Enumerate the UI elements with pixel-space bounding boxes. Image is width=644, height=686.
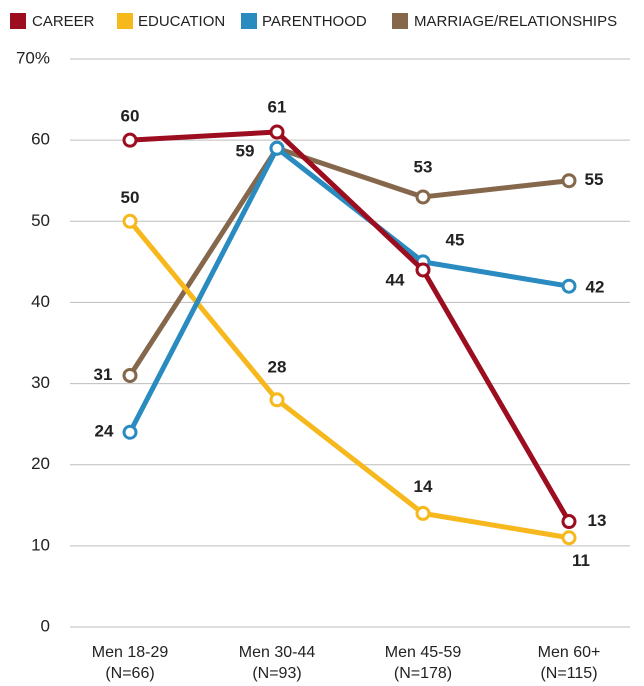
legend-item: MARRIAGE/RELATIONSHIPS [392,13,617,30]
series-line [128,219,570,541]
data-label: 55 [585,170,604,189]
y-tick-label: 0 [41,616,50,635]
data-label: 14 [414,477,433,496]
data-point [122,213,138,229]
data-label: 11 [572,551,590,570]
legend-item: PARENTHOOD [241,13,367,30]
data-point [122,132,138,148]
series [122,213,577,546]
data-label: 13 [588,511,607,530]
y-tick-label: 70% [16,48,50,67]
data-label: 60 [121,107,140,126]
legend-swatch [10,13,26,29]
y-tick-label: 60 [31,130,50,149]
data-point [561,514,577,530]
legend-swatch [241,13,257,29]
data-label: 45 [446,230,465,249]
data-point [269,140,285,156]
data-point [561,278,577,294]
legend-swatch [117,13,133,29]
legend-label: MARRIAGE/RELATIONSHIPS [414,13,617,30]
x-tick-label: Men 30-44 (N=93) [238,644,316,682]
x-tick-label: Men 45-59 (N=178) [384,644,462,682]
data-point [561,530,577,546]
y-tick-label: 40 [31,292,50,311]
series [122,140,577,440]
data-point [122,424,138,440]
y-tick-label: 10 [31,535,50,554]
legend-swatch [392,13,408,29]
series-line [127,145,570,434]
data-point [122,367,138,383]
y-tick-label: 50 [31,211,50,230]
legend-label: CAREER [32,13,95,30]
series [122,140,577,383]
data-point [269,124,285,140]
data-label: 53 [414,157,433,176]
data-label: 31 [94,365,113,384]
data-point [561,173,577,189]
legend-label: EDUCATION [138,13,225,30]
data-label: 42 [586,278,605,297]
data-point [415,189,431,205]
series [122,124,577,530]
data-label: 50 [121,188,140,207]
series-line [127,145,570,377]
x-tick-label: Men 60+ (N=115) [537,644,601,682]
data-label: 61 [268,98,287,117]
series-line [129,129,572,523]
data-label: 59 [236,142,255,161]
legend-item: EDUCATION [117,13,225,30]
data-label: 44 [386,270,405,289]
x-tick-label: Men 18-29 (N=66) [91,644,169,682]
data-point [415,505,431,521]
data-point [415,262,431,278]
y-tick-label: 20 [31,454,50,473]
legend-label: PARENTHOOD [262,13,367,30]
data-label: 24 [95,422,114,441]
data-point [269,392,285,408]
data-label: 28 [268,357,287,376]
y-tick-label: 30 [31,373,50,392]
legend-item: CAREER [10,13,95,30]
